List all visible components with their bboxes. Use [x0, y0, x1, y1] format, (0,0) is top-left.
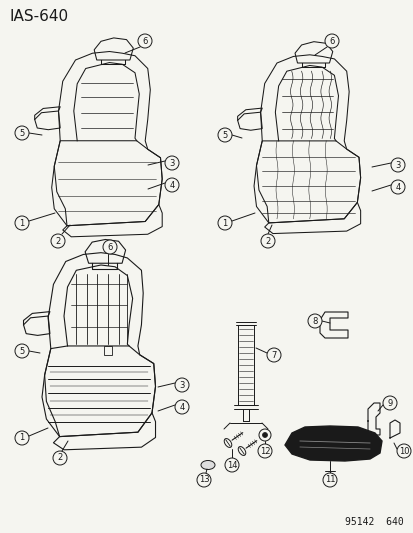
Circle shape — [324, 34, 338, 48]
Text: 1: 1 — [19, 433, 24, 442]
Text: 11: 11 — [324, 475, 335, 484]
Circle shape — [390, 158, 404, 172]
Circle shape — [103, 240, 117, 254]
Text: 6: 6 — [142, 36, 147, 45]
Text: IAS-640: IAS-640 — [10, 9, 69, 24]
Ellipse shape — [201, 461, 214, 470]
Text: 2: 2 — [55, 237, 60, 246]
Circle shape — [15, 216, 29, 230]
Text: 10: 10 — [398, 447, 408, 456]
Circle shape — [197, 473, 211, 487]
Circle shape — [15, 344, 29, 358]
Circle shape — [218, 128, 231, 142]
Text: 3: 3 — [394, 160, 400, 169]
Circle shape — [266, 348, 280, 362]
Circle shape — [260, 234, 274, 248]
Circle shape — [307, 314, 321, 328]
Circle shape — [257, 444, 271, 458]
Circle shape — [224, 458, 238, 472]
Circle shape — [15, 431, 29, 445]
Circle shape — [390, 180, 404, 194]
Circle shape — [175, 400, 189, 414]
Circle shape — [218, 216, 231, 230]
Circle shape — [165, 156, 178, 170]
Circle shape — [396, 444, 410, 458]
Text: 12: 12 — [259, 447, 270, 456]
Text: 8: 8 — [311, 317, 317, 326]
Circle shape — [15, 126, 29, 140]
Text: 5: 5 — [19, 346, 24, 356]
Circle shape — [175, 378, 189, 392]
Circle shape — [138, 34, 152, 48]
Text: 2: 2 — [265, 237, 270, 246]
Text: 4: 4 — [394, 182, 400, 191]
Text: 9: 9 — [387, 399, 392, 408]
Circle shape — [382, 396, 396, 410]
Text: 6: 6 — [107, 243, 112, 252]
Text: 1: 1 — [222, 219, 227, 228]
Circle shape — [262, 432, 267, 438]
Text: 4: 4 — [169, 181, 174, 190]
Text: 2: 2 — [57, 454, 62, 463]
Circle shape — [53, 451, 67, 465]
Text: 13: 13 — [198, 475, 209, 484]
Circle shape — [165, 178, 178, 192]
Text: 4: 4 — [179, 402, 184, 411]
Text: 5: 5 — [19, 128, 24, 138]
Text: 3: 3 — [179, 381, 184, 390]
Polygon shape — [284, 426, 381, 461]
Text: 7: 7 — [271, 351, 276, 359]
Text: 1: 1 — [19, 219, 24, 228]
Circle shape — [322, 473, 336, 487]
Circle shape — [51, 234, 65, 248]
Text: 95142  640: 95142 640 — [344, 517, 403, 527]
Text: 14: 14 — [226, 461, 237, 470]
Text: 5: 5 — [222, 131, 227, 140]
Text: 3: 3 — [169, 158, 174, 167]
Text: 6: 6 — [328, 36, 334, 45]
